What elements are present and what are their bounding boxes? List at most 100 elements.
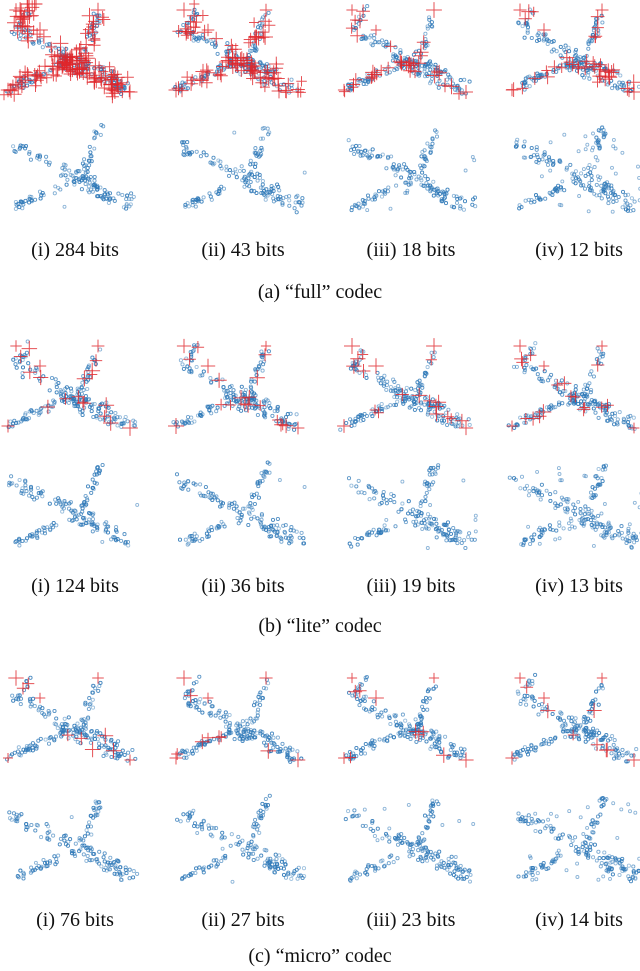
point-marker <box>425 141 430 146</box>
plus-marker-icon <box>97 13 111 26</box>
point-marker <box>396 383 401 389</box>
point-marker <box>259 814 264 819</box>
point-marker <box>393 386 398 391</box>
point-marker <box>536 712 541 717</box>
point-marker <box>611 137 616 142</box>
point-marker <box>363 372 369 378</box>
point-marker <box>380 858 385 863</box>
point-marker <box>268 190 273 195</box>
point-marker <box>434 521 439 526</box>
point-marker <box>83 721 88 726</box>
point-marker <box>214 409 219 414</box>
point-marker <box>94 472 99 477</box>
point-marker <box>424 739 429 744</box>
plus-marker-icon <box>375 64 387 77</box>
point-marker <box>612 738 617 743</box>
point-marker <box>532 532 537 537</box>
point-marker <box>270 517 276 522</box>
plus-marker-icon <box>12 82 25 95</box>
point-marker <box>567 400 572 406</box>
point-marker <box>600 354 605 359</box>
point-marker <box>593 527 598 532</box>
point-marker <box>446 856 451 861</box>
point-marker <box>90 477 95 482</box>
point-marker <box>109 737 114 742</box>
point-marker <box>414 739 419 744</box>
point-marker <box>602 502 607 506</box>
airplane-reconstruction-plot <box>336 782 486 892</box>
point-marker <box>28 157 33 162</box>
point-marker <box>251 493 256 498</box>
point-marker <box>115 423 120 428</box>
plus-marker-icon <box>97 727 114 744</box>
point-marker <box>114 872 119 877</box>
point-marker <box>416 848 421 853</box>
point-marker <box>239 512 244 518</box>
point-marker <box>406 732 411 737</box>
point-marker <box>116 859 121 864</box>
point-marker <box>427 487 432 492</box>
point-marker <box>266 349 271 354</box>
point-marker <box>12 32 17 37</box>
point-marker <box>408 736 413 742</box>
point-marker <box>560 179 565 184</box>
point-marker <box>289 525 294 530</box>
point-marker <box>70 173 75 178</box>
point-marker <box>379 500 384 505</box>
point-marker <box>409 175 414 180</box>
plus-marker-icon <box>411 387 427 403</box>
point-marker <box>23 198 28 203</box>
point-marker <box>588 732 593 737</box>
point-marker <box>472 537 477 542</box>
point-marker <box>529 743 534 748</box>
point-marker <box>95 187 100 192</box>
point-marker <box>585 511 590 516</box>
plus-marker-icon <box>260 70 274 85</box>
point-marker <box>600 737 605 742</box>
point-marker <box>15 874 20 879</box>
point-marker <box>88 729 94 734</box>
point-marker <box>240 847 245 852</box>
keypoint-markers <box>0 0 138 104</box>
point-marker <box>544 159 549 164</box>
point-marker <box>249 516 254 521</box>
point-marker <box>267 749 272 754</box>
point-marker <box>596 415 601 420</box>
plus-marker-icon <box>592 76 603 88</box>
point-marker <box>272 742 277 747</box>
keypoint-scatter-plot <box>1 339 138 436</box>
plus-marker-icon <box>84 362 101 379</box>
point-marker <box>584 394 589 399</box>
point-marker <box>96 806 102 811</box>
point-marker <box>273 866 278 871</box>
plus-marker-icon <box>36 29 51 44</box>
point-marker <box>30 494 35 500</box>
point-marker <box>392 500 397 505</box>
point-marker <box>27 493 32 498</box>
point-marker <box>190 749 195 754</box>
point-marker <box>378 154 383 159</box>
point-marker <box>462 77 467 82</box>
point-marker <box>536 493 541 498</box>
point-marker <box>434 134 440 139</box>
point-marker <box>260 368 265 373</box>
point-marker <box>548 498 553 503</box>
point-marker <box>553 490 558 495</box>
point-marker <box>397 388 402 393</box>
point-marker <box>425 365 430 370</box>
point-marker <box>610 734 615 739</box>
point-marker <box>467 531 472 536</box>
plus-marker-icon <box>57 60 69 72</box>
point-marker <box>101 855 106 860</box>
point-marker <box>387 839 392 844</box>
point-marker <box>566 45 571 50</box>
keypoint-markers <box>168 0 307 99</box>
plus-marker-icon <box>291 82 305 97</box>
point-marker <box>92 472 97 477</box>
point-marker <box>77 179 82 184</box>
point-marker <box>89 154 94 159</box>
point-marker <box>385 528 391 533</box>
point-marker <box>258 519 263 524</box>
point-marker <box>82 843 87 848</box>
point-marker <box>34 529 39 534</box>
